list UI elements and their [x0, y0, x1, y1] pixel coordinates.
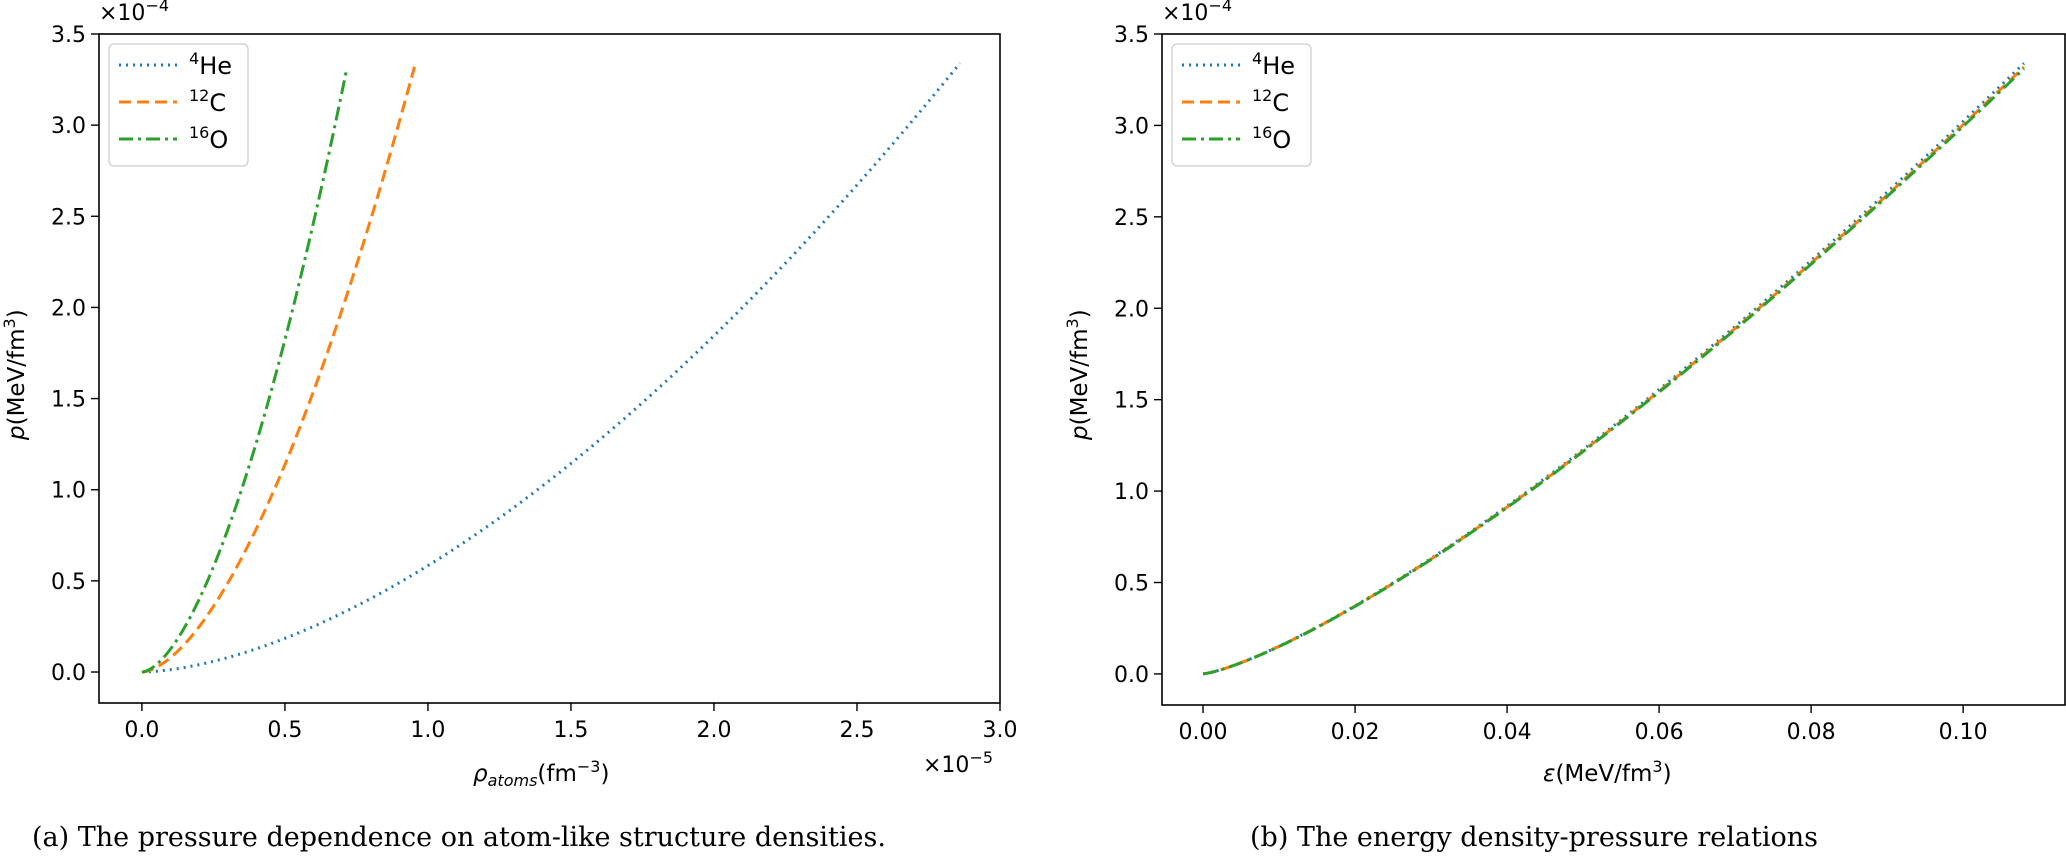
panel-b-x-tick-label-2: 0.04 — [1483, 720, 1532, 745]
panel-b-x-tick-label-4: 0.08 — [1787, 720, 1836, 745]
panel-b-y-multiplier: ×10−4 — [1162, 0, 1232, 26]
panel-b-y-tick-label-4: 2.0 — [1114, 297, 1149, 322]
panel-a-y-tick-label-6: 3.0 — [51, 114, 86, 139]
panel-b-x-tick-label-5: 0.10 — [1939, 720, 1988, 745]
panel-a-ticks: 0.0 0.5 1.0 1.5 2.0 2.5 3.0 0.0 0.5 1.0 1.5 2.0 2.5 3… — [51, 23, 1018, 743]
panel-b-legend: 4He 12C 16O — [1171, 43, 1312, 167]
panel-b-y-tick-label-3: 1.5 — [1114, 389, 1149, 414]
panel-a-y-tick-label-2: 1.0 — [51, 479, 86, 504]
panel-a-x-tick-label-5: 2.5 — [839, 718, 874, 743]
panel-a-y-tick-label-7: 3.5 — [51, 23, 86, 48]
panel-a-x-tick-label-4: 2.0 — [696, 718, 731, 743]
panel-b-legend-label-4He: 4He — [1252, 49, 1295, 80]
panel-a-x-tick-label-3: 1.5 — [553, 718, 588, 743]
panel-b-y-tick-label-7: 3.5 — [1114, 23, 1149, 48]
panel-b-y-tick-label-5: 2.5 — [1114, 206, 1149, 231]
panel-a-y-multiplier: ×10−4 — [99, 0, 169, 26]
panel-a-x-tick-label-0: 0.0 — [124, 718, 159, 743]
panel-a-y-tick-label-5: 2.5 — [51, 205, 86, 230]
panel-b-caption: (b) The energy density-pressure relation… — [1250, 822, 1818, 853]
panel-b-x-tick-label-1: 0.02 — [1331, 720, 1380, 745]
panel-a-y-tick-label-3: 1.5 — [51, 388, 86, 413]
panel-b-axes-frame — [1161, 33, 2066, 706]
panel-a-y-tick-label-4: 2.0 — [51, 296, 86, 321]
panel-b-series-16O — [1202, 67, 2025, 676]
panel-a-y-axis-label: p(MeV/fm3) — [0, 309, 30, 441]
panel-a-x-multiplier: ×10−5 — [923, 748, 993, 778]
panel-a-legend-label-12C: 12C — [189, 86, 226, 117]
panel-b-y-axis-label: p(MeV/fm3) — [1063, 309, 1093, 441]
panel-b-legend-label-16O: 16O — [1252, 123, 1291, 154]
panel-a-axes-frame — [98, 33, 1001, 704]
panel-b-y-tick-label-1: 0.5 — [1114, 572, 1149, 597]
panel-b-series — [1202, 62, 2025, 676]
panel-a-x-tick-label-2: 1.0 — [410, 718, 445, 743]
panel-a-legend-label-4He: 4He — [189, 49, 232, 80]
panel-b-y-tick-label-2: 1.0 — [1114, 480, 1149, 505]
panel-b-legend-label-12C: 12C — [1252, 86, 1289, 117]
panel-b-legend-box — [1171, 43, 1312, 167]
panel-b-y-tick-label-0: 0.0 — [1114, 663, 1149, 688]
panel-a-legend: 4He 12C 16O — [108, 43, 249, 167]
panel-a-legend-label-16O: 16O — [189, 123, 228, 154]
panel-a-x-tick-label-6: 3.0 — [983, 718, 1018, 743]
panel-a-legend-box — [108, 43, 249, 167]
panel-a-series — [141, 62, 962, 674]
panel-b: 0.00 0.02 0.04 0.06 0.08 0.10 0.0 0.5 1.0 1.5 2.0 2… — [1063, 0, 2066, 853]
panel-a-series-4He — [141, 62, 962, 674]
panel-a: 0.0 0.5 1.0 1.5 2.0 2.5 3.0 0.0 0.5 1.0 1.5 2.0 2.5 3… — [0, 0, 1018, 853]
panel-b-series-4He — [1202, 62, 2025, 676]
panel-b-y-tick-label-6: 3.0 — [1114, 114, 1149, 139]
panel-b-x-axis-label: ε(MeV/fm3) — [1543, 757, 1672, 787]
panel-b-x-tick-label-3: 0.06 — [1635, 720, 1684, 745]
panel-a-y-tick-label-1: 0.5 — [51, 570, 86, 595]
panel-a-x-tick-label-1: 0.5 — [267, 718, 302, 743]
panel-a-caption: (a) The pressure dependence on atom-like… — [32, 822, 886, 853]
panel-a-series-16O — [141, 70, 348, 674]
panel-a-series-12C — [141, 66, 416, 674]
panel-b-x-tick-label-0: 0.00 — [1179, 720, 1228, 745]
panel-b-ticks: 0.00 0.02 0.04 0.06 0.08 0.10 0.0 0.5 1.0 1.5 2.0 2… — [1114, 23, 1988, 745]
panel-b-series-12C — [1202, 65, 2025, 676]
panel-a-x-axis-label: ρatoms(fm−3) — [473, 757, 609, 790]
panel-a-y-tick-label-0: 0.0 — [51, 661, 86, 686]
